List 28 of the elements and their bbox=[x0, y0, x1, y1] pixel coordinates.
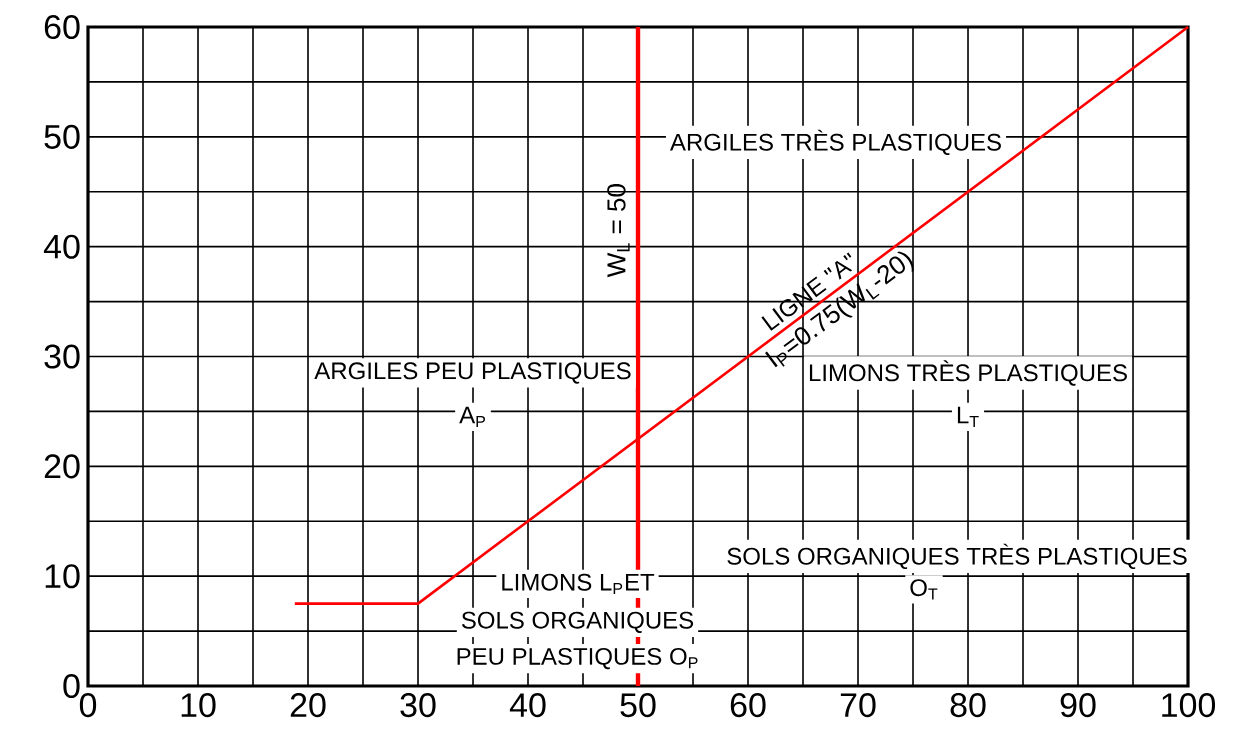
annotation: SOLS ORGANIQUES bbox=[461, 611, 694, 633]
x-tick-label: 0 bbox=[79, 693, 97, 718]
y-tick-label: 0 bbox=[63, 673, 80, 699]
y-tick-label: 60 bbox=[44, 14, 80, 40]
y-tick-label: 10 bbox=[45, 564, 80, 589]
x-tick-label: 30 bbox=[400, 693, 436, 718]
annotation: PEU PLASTIQUES O$_{P}$ bbox=[457, 647, 698, 670]
y-tick-label: 40 bbox=[43, 234, 80, 259]
annotation: LIMONS TRÈS PLASTIQUES bbox=[809, 360, 1127, 386]
y-tick-label: 20 bbox=[44, 454, 80, 479]
annotation: ARGILES PEU PLASTIQUES bbox=[314, 362, 631, 384]
x-tick-label: 80 bbox=[950, 693, 986, 718]
x-tick-label: 90 bbox=[1060, 693, 1096, 718]
x-tick-label: 20 bbox=[290, 693, 326, 718]
annotation: A$_{P}$ bbox=[459, 406, 485, 427]
annotation: L$_{T}$ bbox=[957, 406, 979, 427]
y-tick-label: 50 bbox=[44, 124, 80, 149]
y-tick-label: 30 bbox=[44, 344, 80, 369]
x-tick-label: 50 bbox=[620, 693, 656, 718]
x-tick-label: 100 bbox=[1162, 693, 1216, 718]
annotation: ARGILES TRÈS PLASTIQUES bbox=[669, 129, 1001, 156]
annotation: O$_{T}$ bbox=[910, 579, 938, 600]
annotation: LIMONS L$_{P}$ET bbox=[502, 573, 655, 595]
annotation: SOLS ORGANIQUES TRÈS PLASTIQUES bbox=[727, 543, 1187, 570]
x-tick-label: 10 bbox=[181, 693, 216, 718]
x-tick-label: 70 bbox=[840, 693, 876, 718]
x-tick-label: 40 bbox=[509, 693, 546, 718]
x-tick-label: 60 bbox=[730, 693, 766, 718]
